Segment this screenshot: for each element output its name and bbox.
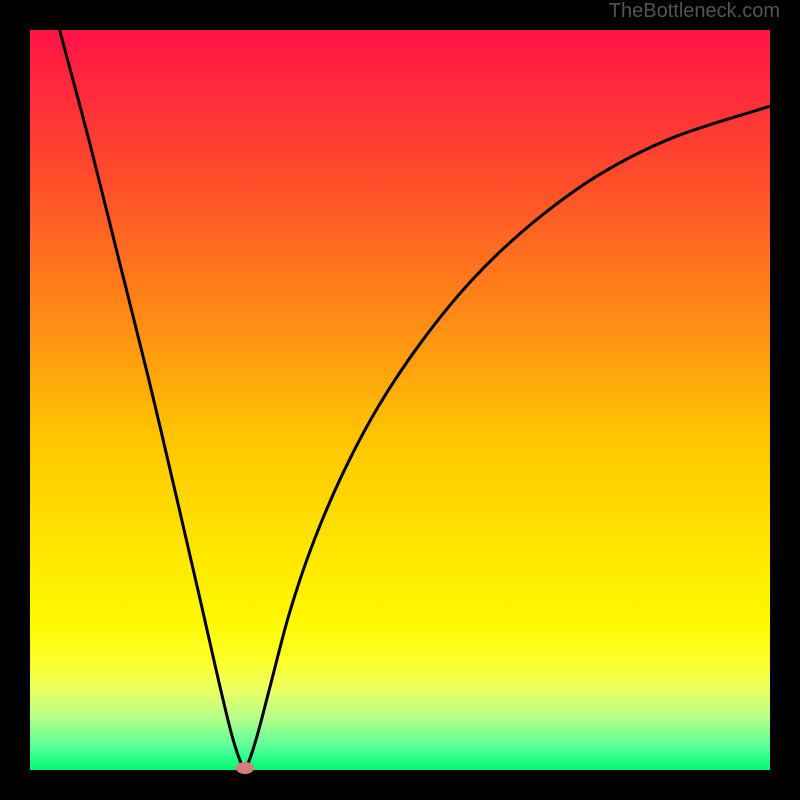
plot-area [30, 30, 770, 770]
chart-container: { "watermark": { "text": "TheBottleneck.… [0, 0, 800, 800]
bottleneck-curve [30, 30, 770, 770]
watermark-text: TheBottleneck.com [609, 0, 780, 23]
dip-marker [236, 762, 254, 774]
